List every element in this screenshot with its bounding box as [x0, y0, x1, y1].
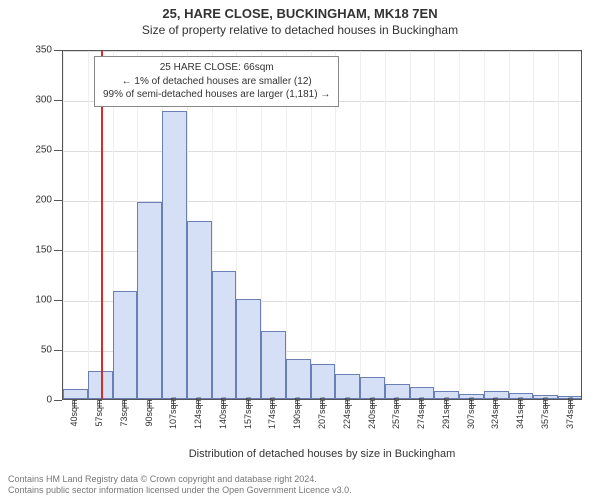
x-tick-label: 107sqm — [168, 397, 178, 429]
histogram-bar — [137, 202, 162, 399]
x-tick-label: 90sqm — [144, 399, 154, 426]
chart-container: Number of detached properties Distributi… — [62, 50, 582, 400]
histogram-bar — [335, 374, 360, 399]
x-tick-label: 324sqm — [490, 397, 500, 429]
y-tick — [54, 150, 62, 151]
x-tick-label: 240sqm — [367, 397, 377, 429]
y-tick — [54, 400, 62, 401]
y-tick — [54, 50, 62, 51]
x-tick-label: 207sqm — [317, 397, 327, 429]
y-tick-label: 150 — [35, 245, 52, 256]
x-tick-label: 174sqm — [267, 397, 277, 429]
histogram-bar — [187, 221, 212, 399]
histogram-bar — [162, 111, 187, 399]
x-tick-label: 307sqm — [466, 397, 476, 429]
x-tick-label: 357sqm — [540, 397, 550, 429]
x-tick-label: 291sqm — [441, 397, 451, 429]
y-tick-label: 100 — [35, 295, 52, 306]
y-tick — [54, 100, 62, 101]
y-tick-label: 200 — [35, 195, 52, 206]
x-tick-label: 190sqm — [292, 397, 302, 429]
histogram-bar — [236, 299, 261, 399]
x-tick-label: 57sqm — [94, 399, 104, 426]
footer-line-1: Contains HM Land Registry data © Crown c… — [8, 474, 352, 485]
annotation-box: 25 HARE CLOSE: 66sqm ← 1% of detached ho… — [94, 56, 339, 107]
annotation-line-1: 25 HARE CLOSE: 66sqm — [103, 61, 330, 75]
x-tick-label: 157sqm — [243, 397, 253, 429]
histogram-bar — [261, 331, 286, 399]
x-tick-label: 140sqm — [218, 397, 228, 429]
page-title: 25, HARE CLOSE, BUCKINGHAM, MK18 7EN — [0, 0, 600, 21]
annotation-line-3: 99% of semi-detached houses are larger (… — [103, 88, 330, 102]
y-tick-label: 0 — [46, 395, 52, 406]
x-tick-label: 374sqm — [565, 397, 575, 429]
x-tick-label: 274sqm — [416, 397, 426, 429]
x-tick-label: 73sqm — [119, 399, 129, 426]
histogram-bar — [286, 359, 311, 399]
y-tick-label: 350 — [35, 45, 52, 56]
y-tick-label: 300 — [35, 95, 52, 106]
x-axis-title: Distribution of detached houses by size … — [189, 448, 456, 460]
page-subtitle: Size of property relative to detached ho… — [0, 21, 600, 37]
histogram-bar — [113, 291, 138, 399]
x-tick-label: 40sqm — [69, 399, 79, 426]
y-tick-label: 250 — [35, 145, 52, 156]
footer-line-2: Contains public sector information licen… — [8, 485, 352, 496]
y-tick — [54, 250, 62, 251]
y-tick — [54, 300, 62, 301]
x-tick-label: 224sqm — [342, 397, 352, 429]
histogram-bar — [311, 364, 336, 399]
x-tick-label: 257sqm — [391, 397, 401, 429]
histogram-bar — [360, 377, 385, 399]
histogram-bar — [212, 271, 237, 399]
histogram-bar — [63, 389, 88, 399]
y-tick — [54, 350, 62, 351]
y-tick — [54, 200, 62, 201]
x-tick-label: 341sqm — [515, 397, 525, 429]
annotation-line-2: ← 1% of detached houses are smaller (12) — [103, 75, 330, 89]
x-tick-label: 124sqm — [193, 397, 203, 429]
histogram-bar — [88, 371, 113, 399]
footer-attribution: Contains HM Land Registry data © Crown c… — [8, 474, 352, 496]
y-tick-label: 50 — [41, 345, 52, 356]
